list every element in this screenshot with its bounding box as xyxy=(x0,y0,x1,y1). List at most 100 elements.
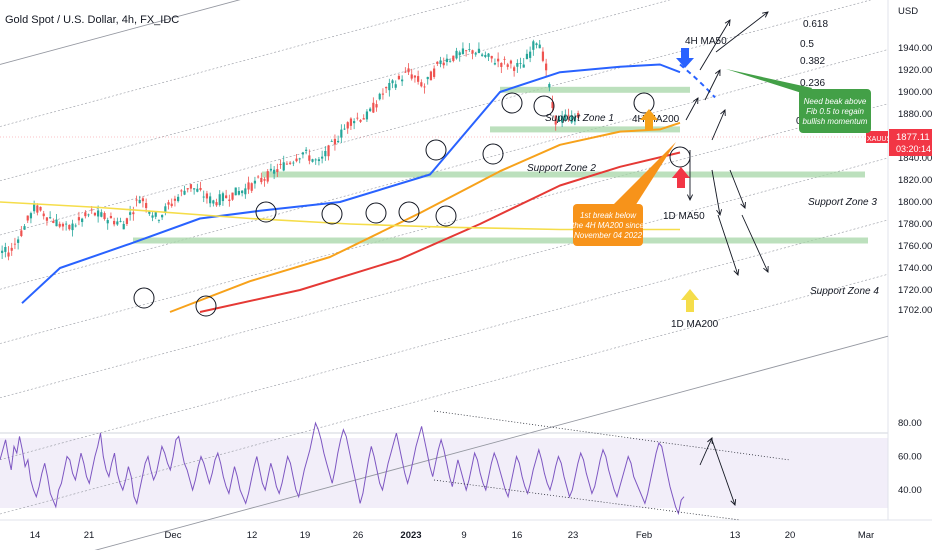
candle-body xyxy=(407,68,410,73)
projection-arrow xyxy=(711,439,736,506)
projection-arrowhead xyxy=(763,265,769,273)
projection-arrow xyxy=(715,11,769,53)
candle-body xyxy=(487,53,490,57)
touch-circle xyxy=(533,95,555,117)
touch-circle xyxy=(633,92,655,114)
candle-body xyxy=(93,212,97,216)
candle-body xyxy=(449,60,452,62)
candle-body xyxy=(493,63,497,65)
candle-body xyxy=(186,188,189,190)
projection-arrow xyxy=(699,19,731,71)
candle-body xyxy=(154,212,157,217)
candle-body xyxy=(567,114,570,116)
time-tick: 26 xyxy=(353,530,364,541)
time-tick: 19 xyxy=(300,530,311,541)
candle-body xyxy=(273,169,276,174)
ma200-1d-line xyxy=(0,201,680,231)
candle-body xyxy=(90,209,93,211)
candle-body xyxy=(516,62,519,67)
candle-body xyxy=(330,141,333,142)
candle-body xyxy=(135,199,138,201)
candle-body xyxy=(36,205,39,213)
ma200-1d-label: 1D MA200 xyxy=(671,319,719,330)
candle-body xyxy=(490,55,493,59)
candle-body xyxy=(519,63,522,64)
yellow-up-arrow xyxy=(681,289,699,312)
support-zone-1 xyxy=(500,86,690,93)
candle-body xyxy=(509,60,513,64)
candle-body xyxy=(103,213,106,220)
green-callout-line-1: Need beak above xyxy=(804,97,867,106)
candle-body xyxy=(161,214,164,218)
candle-body xyxy=(577,113,580,118)
current-price: 1877.11 xyxy=(896,132,930,143)
candle-body xyxy=(452,55,455,61)
candle-body xyxy=(410,74,413,79)
candle-body xyxy=(513,67,516,71)
channel-line xyxy=(0,219,889,461)
price-tick: 1780.00 xyxy=(898,219,932,230)
time-axis-ticks: 14 21 Dec 12 19 26 2023 9 16 23 Feb 13 20 Mar xyxy=(30,530,874,541)
green-callout-line-3: bullish momentum xyxy=(803,117,868,126)
projection-arrow xyxy=(717,214,739,276)
candle-body xyxy=(234,187,237,196)
candle-body xyxy=(74,225,77,227)
rsi-line xyxy=(0,421,685,516)
rsi-axis-ticks: 80.00 60.00 40.00 xyxy=(898,418,922,496)
candle-body xyxy=(55,219,58,227)
candle-body xyxy=(340,129,343,138)
candle-body xyxy=(564,114,567,121)
candle-body xyxy=(497,58,500,62)
candle-body xyxy=(52,220,55,223)
candle-body xyxy=(68,224,71,230)
candle-body xyxy=(426,76,429,80)
candle-body xyxy=(295,158,298,162)
price-tick: 1900.00 xyxy=(898,87,932,98)
orange-callout-line-1: 1st break below xyxy=(580,211,637,220)
candle-body xyxy=(455,50,458,59)
rsi-tick: 60.00 xyxy=(898,452,922,463)
orange-callout-box xyxy=(573,204,643,246)
candle-body xyxy=(65,223,68,225)
projection-arrowhead xyxy=(724,19,731,27)
candle-body xyxy=(439,60,442,65)
candle-body xyxy=(20,230,23,237)
rsi-tick: 40.00 xyxy=(898,485,922,496)
candle-body xyxy=(113,220,116,225)
blue-down-arrow xyxy=(676,48,694,68)
projection-arrowhead xyxy=(716,209,723,217)
candle-body xyxy=(196,188,199,192)
candle-body xyxy=(138,199,141,204)
ma50-1d-line xyxy=(199,151,681,313)
green-callout-line-2: Fib 0.5 to regain xyxy=(806,107,864,116)
candle-body xyxy=(218,194,221,205)
orange-callout-line-3: November 04 2022 xyxy=(574,231,643,240)
projection-arrows xyxy=(685,11,769,506)
candle-body xyxy=(337,140,340,143)
support-zone-1-label: Support Zone 1 xyxy=(545,113,614,124)
candle-body xyxy=(417,76,420,82)
candle-body xyxy=(189,184,193,189)
candle-body xyxy=(317,159,321,162)
projection-arrow xyxy=(741,214,769,273)
channel-line xyxy=(0,0,872,236)
channel-line xyxy=(0,103,889,344)
candle-body xyxy=(167,202,170,205)
candle-body xyxy=(141,198,145,202)
candle-body xyxy=(413,75,417,78)
candle-body xyxy=(433,68,436,77)
projection-arrowhead xyxy=(730,498,737,506)
channel-line xyxy=(0,273,889,515)
rsi-indicator xyxy=(0,410,791,521)
candle-body xyxy=(231,192,234,200)
moving-averages xyxy=(0,63,716,313)
candle-body xyxy=(17,239,20,243)
candle-body xyxy=(538,44,541,49)
candle-body xyxy=(279,163,282,165)
candle-body xyxy=(311,159,314,162)
ma50-4h-projection xyxy=(679,63,716,99)
candle-body xyxy=(4,247,7,252)
candle-body xyxy=(458,52,461,56)
candles xyxy=(0,39,580,261)
